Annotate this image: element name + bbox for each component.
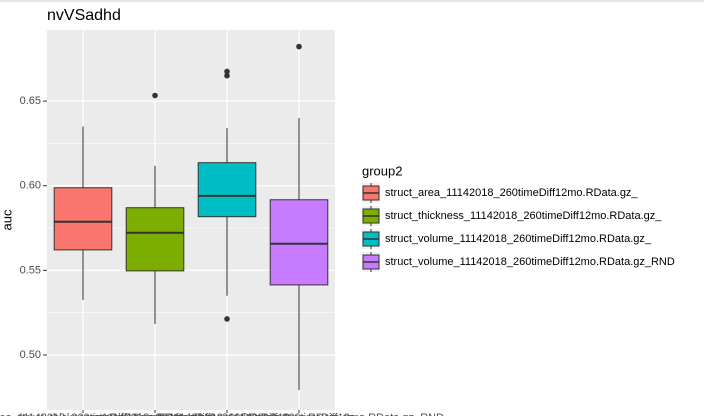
box — [125, 207, 185, 272]
legend-label: struct_area_11142018_260timeDiff12mo.RDa… — [385, 187, 638, 199]
legend-label: struct_volume_11142018_260timeDiff12mo.R… — [385, 256, 675, 268]
box — [53, 187, 113, 251]
y-tick-label: 0.50 — [20, 349, 41, 361]
outlier — [224, 68, 230, 75]
x-tick-label: struct_volume_11142018_260timeDiff12mo.R… — [94, 412, 361, 416]
y-tick-label: 0.55 — [20, 264, 41, 276]
x-tick-label: struct_thickness_11142018_260timeDiff12m… — [17, 412, 294, 416]
box — [197, 162, 257, 218]
x-tick-label: struct_volume_11142018_260timeDiff12mo.R… — [154, 412, 444, 416]
y-axis-label: auc — [0, 209, 14, 230]
x-tick-label: struct_area_11142018_260timeDiff12mo.RDa… — [0, 412, 210, 416]
y-tick-label: 0.65 — [20, 95, 41, 107]
outlier — [224, 72, 230, 79]
outlier — [152, 92, 158, 99]
legend-title: group2 — [362, 163, 402, 178]
legend-label: struct_thickness_11142018_260timeDiff12m… — [385, 210, 662, 222]
box — [269, 199, 329, 286]
chart-title: nvVSadhd — [47, 7, 121, 24]
y-tick-label: 0.60 — [20, 180, 41, 192]
outlier — [296, 43, 302, 50]
legend-label: struct_volume_11142018_260timeDiff12mo.R… — [385, 233, 652, 245]
outlier — [224, 316, 230, 322]
